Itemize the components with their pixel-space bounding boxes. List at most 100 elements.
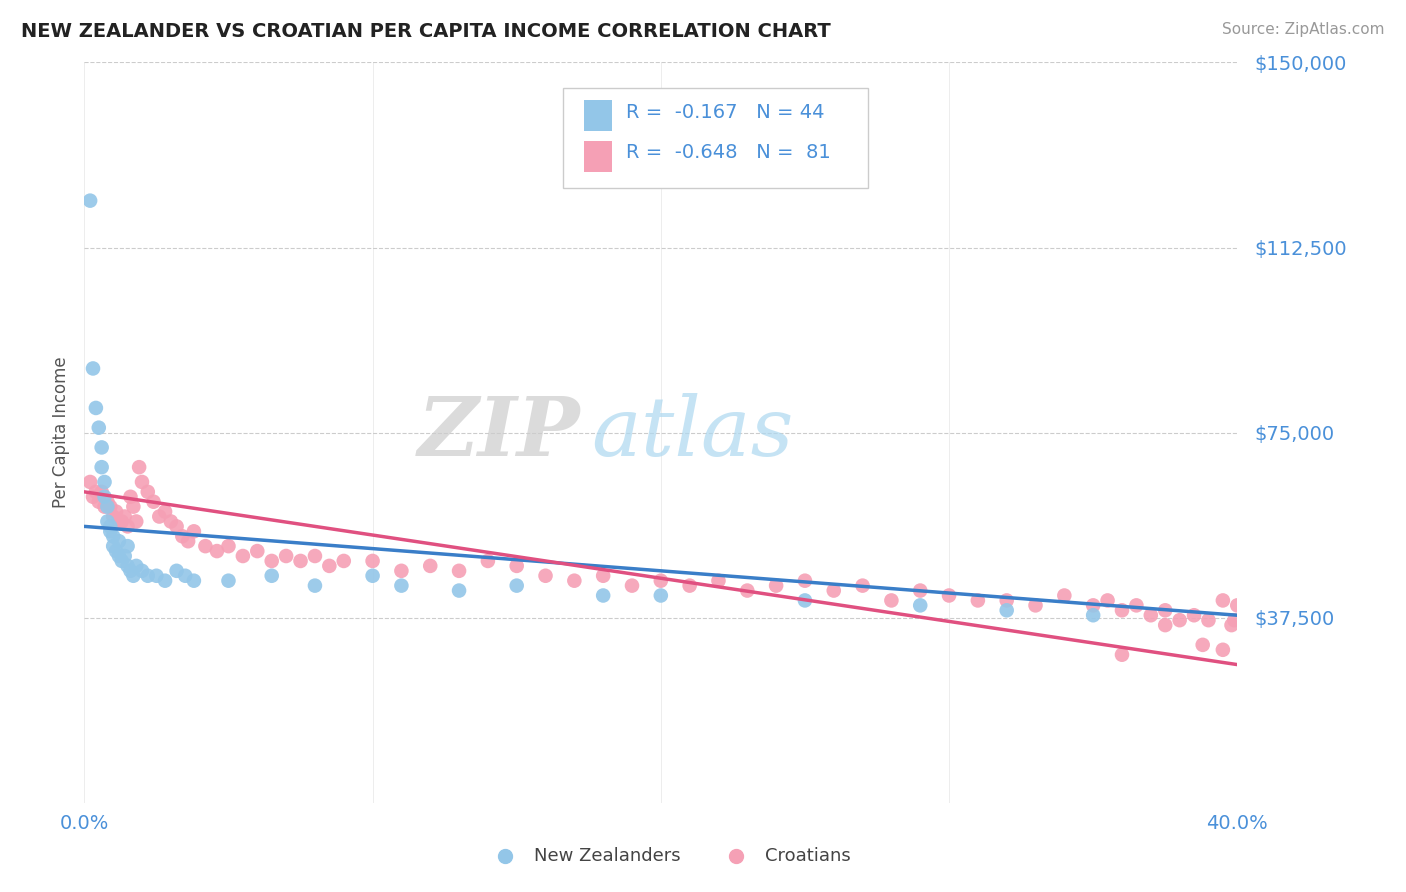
Point: [1212, 642, 1234, 657]
Text: R =  -0.167   N = 44: R = -0.167 N = 44: [626, 103, 825, 121]
Text: NEW ZEALANDER VS CROATIAN PER CAPITA INCOME CORRELATION CHART: NEW ZEALANDER VS CROATIAN PER CAPITA INC…: [21, 22, 831, 41]
Point: [506, 579, 529, 593]
Point: [910, 583, 932, 598]
Point: [391, 564, 413, 578]
Point: [1198, 613, 1220, 627]
Point: [290, 554, 312, 568]
Point: [794, 593, 817, 607]
Text: New Zealanders: New Zealanders: [534, 847, 681, 865]
Point: [967, 593, 990, 607]
Point: [108, 549, 131, 563]
Text: Croatians: Croatians: [765, 847, 851, 865]
Point: [391, 579, 413, 593]
Point: [108, 534, 131, 549]
Point: [117, 558, 139, 573]
FancyBboxPatch shape: [562, 88, 869, 188]
Point: [246, 544, 269, 558]
Point: [232, 549, 254, 563]
Point: [96, 500, 118, 514]
Point: [361, 568, 384, 582]
Point: [142, 494, 165, 508]
Point: [148, 509, 170, 524]
Point: [105, 544, 128, 558]
Point: [120, 490, 142, 504]
Point: [1097, 593, 1119, 607]
Point: [128, 460, 150, 475]
Point: [880, 593, 903, 607]
Point: [103, 539, 124, 553]
Point: [852, 579, 875, 593]
Point: [477, 554, 499, 568]
Point: [90, 441, 112, 455]
Point: [117, 539, 139, 553]
Point: [1220, 618, 1243, 632]
Point: [765, 579, 787, 593]
Point: [174, 568, 197, 582]
Point: [131, 475, 153, 489]
Point: [96, 515, 118, 529]
Point: [679, 579, 702, 593]
Point: [1226, 599, 1249, 613]
Text: Source: ZipAtlas.com: Source: ZipAtlas.com: [1222, 22, 1385, 37]
Point: [90, 484, 112, 499]
FancyBboxPatch shape: [583, 141, 613, 172]
Point: [794, 574, 817, 588]
Point: [1182, 608, 1205, 623]
Point: [84, 401, 107, 415]
Point: [218, 539, 240, 553]
Point: [114, 549, 136, 563]
Point: [1125, 599, 1147, 613]
Point: [1053, 589, 1076, 603]
Point: [449, 583, 471, 598]
Point: [1111, 603, 1133, 617]
Point: [114, 509, 136, 524]
Point: [87, 494, 110, 508]
Point: [506, 558, 529, 573]
Point: [592, 589, 614, 603]
Point: [131, 564, 153, 578]
Point: [419, 558, 441, 573]
Point: [650, 574, 672, 588]
Point: [910, 599, 932, 613]
Point: [260, 568, 283, 582]
Point: [707, 574, 730, 588]
Point: [160, 515, 183, 529]
Point: [183, 574, 205, 588]
Point: [93, 500, 115, 514]
Point: [120, 564, 142, 578]
Point: [103, 529, 124, 543]
Point: [117, 519, 139, 533]
Point: [823, 583, 845, 598]
Point: [96, 494, 118, 508]
Point: [1212, 593, 1234, 607]
Point: [737, 583, 759, 598]
Point: [145, 568, 167, 582]
Point: [136, 568, 159, 582]
Point: [534, 568, 557, 582]
Point: [650, 589, 672, 603]
Point: [1083, 599, 1105, 613]
Point: [995, 593, 1018, 607]
Point: [177, 534, 200, 549]
Point: [1025, 599, 1047, 613]
Point: [276, 549, 298, 563]
Point: [84, 484, 107, 499]
Y-axis label: Per Capita Income: Per Capita Income: [52, 357, 70, 508]
FancyBboxPatch shape: [583, 100, 613, 131]
Point: [82, 490, 104, 504]
Point: [98, 519, 121, 533]
Point: [98, 500, 121, 514]
Point: [105, 505, 128, 519]
Point: [361, 554, 384, 568]
Point: [333, 554, 356, 568]
Point: [205, 544, 228, 558]
Point: [1140, 608, 1163, 623]
Point: [111, 554, 134, 568]
Point: [218, 574, 240, 588]
Point: [938, 589, 960, 603]
Point: [304, 549, 326, 563]
Point: [122, 500, 145, 514]
Point: [153, 505, 176, 519]
Text: R =  -0.648   N =  81: R = -0.648 N = 81: [626, 144, 831, 162]
Point: [136, 484, 159, 499]
